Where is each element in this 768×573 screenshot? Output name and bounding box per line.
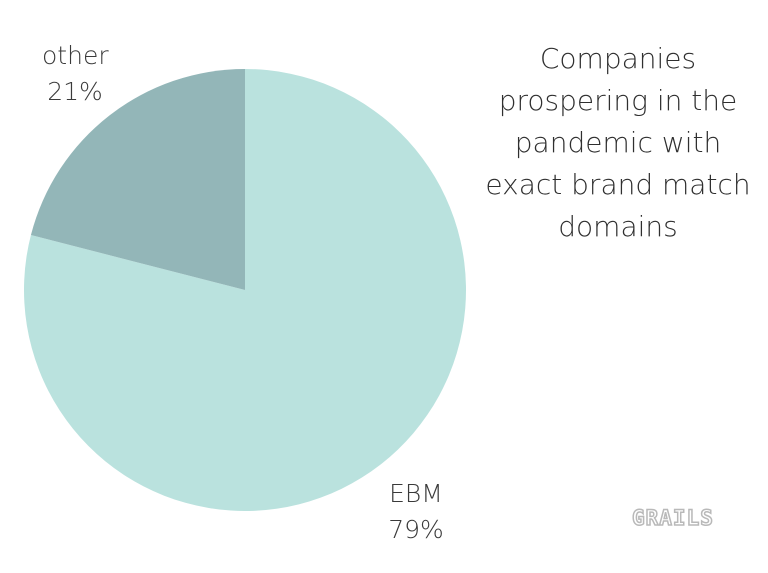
slice-label-ebm: EBM 79% xyxy=(383,476,449,548)
slice-label-other: other 21% xyxy=(42,38,109,110)
chart-title: Companies prospering in the pandemic wit… xyxy=(485,42,751,243)
pie-slice-other xyxy=(30,69,246,290)
slice-label-other-value: 21% xyxy=(47,77,103,106)
slice-label-ebm-name: EBM xyxy=(389,479,443,508)
grails-logo-watermark: GRAILS xyxy=(631,505,714,531)
slice-label-ebm-value: 79% xyxy=(388,515,444,544)
pie-slice-ebm xyxy=(24,69,467,512)
slice-label-other-name: other xyxy=(42,41,109,70)
